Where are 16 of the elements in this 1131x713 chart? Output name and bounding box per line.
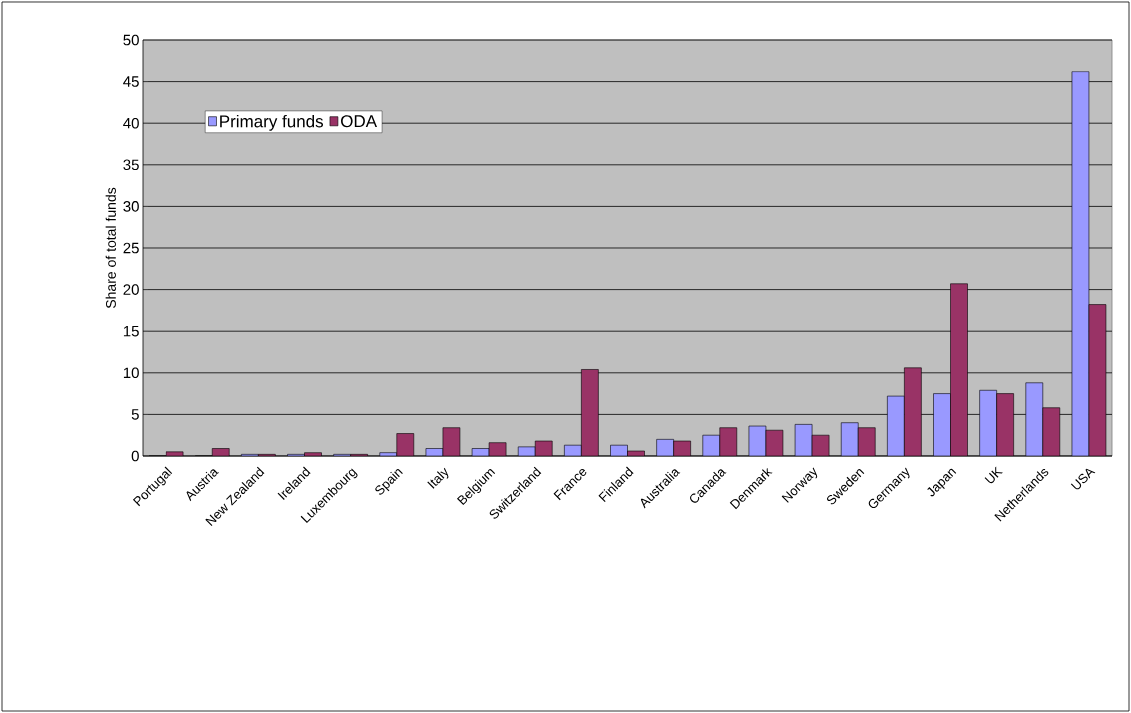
y-tick-label: 5 [131, 409, 139, 420]
y-tick-label: 40 [123, 117, 139, 129]
y-tick-label: 20 [123, 284, 139, 295]
y-tick-label: 35 [123, 159, 139, 171]
y-tick-label: 10 [123, 367, 139, 379]
y-tick-label: 15 [123, 325, 139, 337]
legend-label: ODA [341, 115, 378, 128]
y-tick-label: 50 [123, 34, 139, 46]
x-tick-label: USA [1070, 468, 1096, 490]
legend-label: Primary funds [220, 114, 324, 131]
y-tick-label: 45 [123, 76, 139, 87]
x-tick-label: Italy [427, 467, 449, 489]
y-tick-label: 0 [131, 450, 139, 462]
y-tick-label: 25 [123, 242, 139, 254]
y-tick-label: 30 [123, 201, 139, 212]
y-axis-title: Share of total funds [105, 187, 116, 309]
